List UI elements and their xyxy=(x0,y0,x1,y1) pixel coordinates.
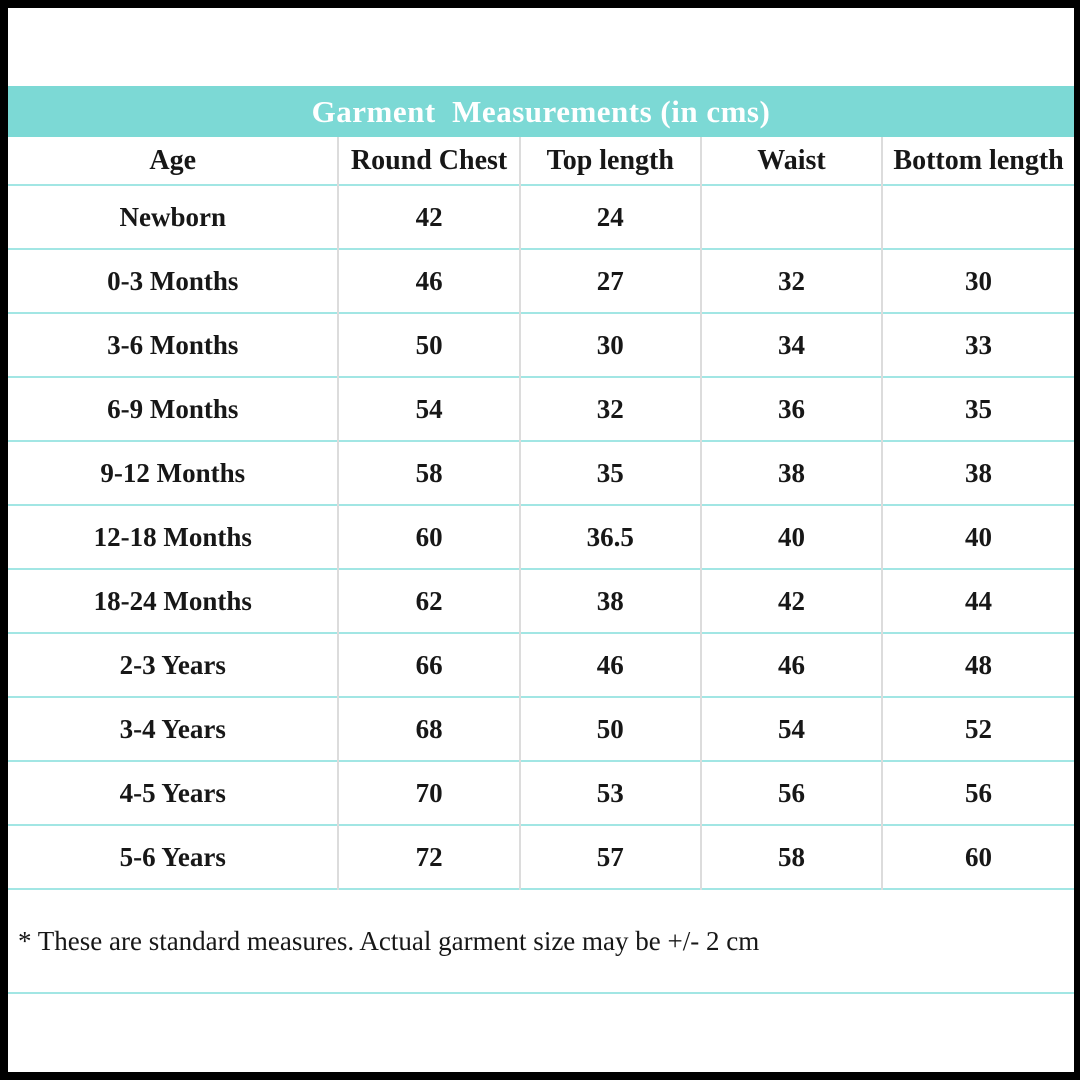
cell-age: 18-24 Months xyxy=(8,568,340,633)
cell-top-length: 38 xyxy=(519,568,702,633)
cell-age: 3-4 Years xyxy=(8,696,340,761)
cell-round-chest: 62 xyxy=(338,568,521,633)
table-row: 18-24 Months 62 38 42 44 xyxy=(8,568,1074,633)
header-row: Age Round Chest Top length Waist Bottom … xyxy=(8,137,1074,185)
column-header-bottom-length: Bottom length xyxy=(893,144,1064,176)
table-row: 2-3 Years 66 46 46 48 xyxy=(8,632,1074,697)
table-title-bar: Garment Measurements (in cms) xyxy=(8,86,1074,137)
cell-waist: 58 xyxy=(700,824,884,889)
cell-age: 12-18 Months xyxy=(8,504,340,569)
table-row: 3-4 Years 68 50 54 52 xyxy=(8,696,1074,761)
column-header-waist: Waist xyxy=(700,137,884,185)
cell-top-length: 53 xyxy=(519,760,702,825)
cell-age: Newborn xyxy=(8,184,340,249)
cell-bottom-length: 48 xyxy=(882,632,1074,697)
cell-top-length: 30 xyxy=(519,312,702,377)
cell-waist: 32 xyxy=(700,248,884,313)
table-row: 4-5 Years 70 53 56 56 xyxy=(8,760,1074,825)
cell-round-chest: 68 xyxy=(338,696,521,761)
table-row: 5-6 Years 72 57 58 60 xyxy=(8,824,1074,889)
cell-bottom-length: 52 xyxy=(882,696,1074,761)
cell-age: 4-5 Years xyxy=(8,760,340,825)
cell-top-length: 36.5 xyxy=(519,504,702,569)
garment-measurements-table: Age Round Chest Top length Waist Bottom … xyxy=(8,137,1074,994)
cell-age: 0-3 Months xyxy=(8,248,340,313)
cell-waist: 36 xyxy=(700,376,884,441)
cell-waist xyxy=(700,184,884,249)
cell-waist: 54 xyxy=(700,696,884,761)
cell-round-chest: 46 xyxy=(338,248,521,313)
table-title: Garment Measurements (in cms) xyxy=(311,93,771,129)
cell-bottom-length: 56 xyxy=(882,760,1074,825)
cell-age: 3-6 Months xyxy=(8,312,340,377)
column-header-top-length: Top length xyxy=(519,137,702,185)
cell-waist: 46 xyxy=(700,632,884,697)
column-header-age: Age xyxy=(8,137,340,185)
cell-round-chest: 54 xyxy=(338,376,521,441)
cell-waist: 40 xyxy=(700,504,884,569)
footnote-text: * These are standard measures. Actual ga… xyxy=(8,888,1074,994)
cell-bottom-length: 38 xyxy=(882,440,1074,505)
cell-bottom-length xyxy=(882,184,1074,249)
cell-top-length: 46 xyxy=(519,632,702,697)
cell-bottom-length: 35 xyxy=(882,376,1074,441)
cell-bottom-length: 44 xyxy=(882,568,1074,633)
cell-age: 6-9 Months xyxy=(8,376,340,441)
table-row: 3-6 Months 50 30 34 33 xyxy=(8,312,1074,377)
cell-round-chest: 58 xyxy=(338,440,521,505)
table-row: 9-12 Months 58 35 38 38 xyxy=(8,440,1074,505)
cell-bottom-length: 60 xyxy=(882,824,1074,889)
cell-round-chest: 60 xyxy=(338,504,521,569)
table-row: 0-3 Months 46 27 32 30 xyxy=(8,248,1074,313)
table-row: Newborn 42 24 xyxy=(8,184,1074,249)
cell-bottom-length: 33 xyxy=(882,312,1074,377)
cell-top-length: 24 xyxy=(519,184,702,249)
cell-round-chest: 72 xyxy=(338,824,521,889)
cell-top-length: 32 xyxy=(519,376,702,441)
cell-waist: 38 xyxy=(700,440,884,505)
cell-bottom-length: 30 xyxy=(882,248,1074,313)
cell-top-length: 50 xyxy=(519,696,702,761)
cell-round-chest: 66 xyxy=(338,632,521,697)
cell-bottom-length: 40 xyxy=(882,504,1074,569)
table-row: 12-18 Months 60 36.5 40 40 xyxy=(8,504,1074,569)
table-row: 6-9 Months 54 32 36 35 xyxy=(8,376,1074,441)
cell-age: 5-6 Years xyxy=(8,824,340,889)
cell-waist: 42 xyxy=(700,568,884,633)
cell-age: 9-12 Months xyxy=(8,440,340,505)
cell-top-length: 35 xyxy=(519,440,702,505)
top-whitespace xyxy=(8,8,1074,86)
cell-age: 2-3 Years xyxy=(8,632,340,697)
cell-round-chest: 70 xyxy=(338,760,521,825)
cell-waist: 34 xyxy=(700,312,884,377)
cell-waist: 56 xyxy=(700,760,884,825)
footnote-row: * These are standard measures. Actual ga… xyxy=(8,888,1074,994)
column-header-round-chest: Round Chest xyxy=(338,137,521,185)
cell-round-chest: 42 xyxy=(338,184,521,249)
cell-round-chest: 50 xyxy=(338,312,521,377)
cell-top-length: 27 xyxy=(519,248,702,313)
cell-top-length: 57 xyxy=(519,824,702,889)
